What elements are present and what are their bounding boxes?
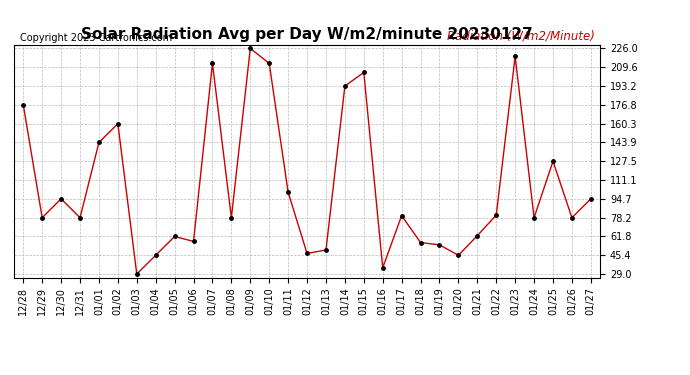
- Text: Radiation (W/m2/Minute): Radiation (W/m2/Minute): [446, 30, 594, 43]
- Text: Copyright 2023 Cartronics.com: Copyright 2023 Cartronics.com: [19, 33, 172, 43]
- Title: Solar Radiation Avg per Day W/m2/minute 20230127: Solar Radiation Avg per Day W/m2/minute …: [81, 27, 533, 42]
